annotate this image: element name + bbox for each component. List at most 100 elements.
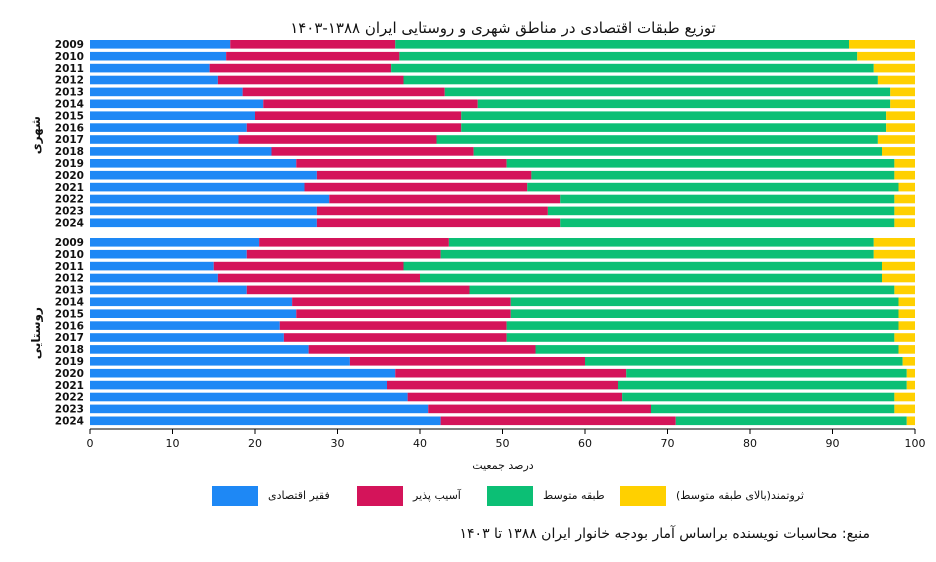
legend-label-middle: طبقه متوسط — [543, 489, 605, 502]
bar-segment — [238, 135, 437, 144]
legend-swatch-poor — [212, 486, 258, 506]
bar-segment — [90, 321, 280, 330]
y-tick-label: 2023 — [55, 404, 84, 416]
bar-segment — [90, 99, 264, 109]
bar-segment — [296, 159, 507, 168]
bar-segment — [622, 392, 895, 402]
bar-segment — [90, 404, 429, 414]
bar-segment — [308, 345, 536, 354]
legend-swatch-rich — [620, 486, 666, 506]
bar-segment — [90, 273, 218, 283]
y-tick-label: 2011 — [55, 261, 84, 273]
bar-segment — [279, 321, 507, 330]
bar-segment — [675, 416, 907, 426]
bar-segment — [886, 123, 915, 132]
bar-segment — [894, 194, 915, 204]
y-tick-label: 2013 — [55, 285, 84, 297]
group-label: روستایی — [29, 307, 44, 359]
bar-segment — [651, 404, 895, 414]
bar-segment — [882, 147, 915, 156]
group-labels: شهری روستایی — [29, 116, 44, 359]
bar-segment — [90, 309, 297, 318]
bar-segment — [90, 40, 231, 49]
bar-segment — [217, 273, 420, 283]
x-tick-label: 30 — [331, 437, 345, 450]
bar-segment — [873, 238, 915, 247]
bar-segment — [894, 392, 915, 402]
bar-segment — [90, 194, 330, 204]
bar-segment — [90, 333, 284, 342]
stacked-bar-chart: توزیع طبقات اقتصادی در مناطق شهری و روست… — [29, 19, 926, 472]
y-tick-label: 2016 — [55, 122, 84, 134]
bar-segment — [395, 40, 849, 49]
bar-segment — [90, 170, 317, 180]
bar-segment — [877, 75, 915, 85]
y-tick-label: 2018 — [55, 146, 84, 158]
y-tick-label: 2012 — [55, 75, 84, 87]
legend-swatch-vulnerable — [357, 486, 403, 506]
bar-segment — [527, 182, 899, 192]
bar-segment — [90, 218, 317, 228]
bar-segment — [890, 99, 915, 109]
source-note: منبع: محاسبات نویسنده براساس آمار بودجه … — [459, 526, 870, 542]
bar-segment — [90, 392, 408, 402]
bar-segment — [259, 238, 449, 247]
bar-segment — [316, 170, 532, 180]
y-tick-label: 2010 — [55, 51, 84, 63]
bar-segment — [90, 75, 218, 85]
legend-label-rich: ثروتمند(بالای طبقه متوسط) — [676, 489, 804, 502]
bars-layer — [90, 40, 915, 426]
x-tick-label: 20 — [248, 437, 262, 450]
legend-label-poor: فقیر اقتصادی — [268, 489, 330, 502]
bar-segment — [585, 357, 903, 366]
bar-segment — [316, 218, 561, 228]
bar-segment — [898, 182, 915, 192]
bar-segment — [391, 63, 874, 73]
bar-segment — [387, 380, 618, 390]
bar-segment — [618, 380, 907, 390]
bar-segment — [230, 40, 396, 49]
y-tick-label: 2011 — [55, 63, 84, 75]
y-tick-label: 2015 — [55, 110, 84, 122]
bar-segment — [461, 111, 887, 120]
bar-segment — [873, 63, 915, 73]
y-tick-label: 2017 — [55, 134, 84, 146]
bar-segment — [90, 416, 441, 426]
bar-segment — [90, 249, 247, 259]
bar-segment — [213, 261, 404, 271]
y-tick-label: 2022 — [55, 194, 84, 206]
bar-segment — [292, 297, 511, 307]
y-tick-label: 2024 — [55, 416, 84, 428]
x-tick-label: 10 — [166, 437, 180, 450]
bar-segment — [506, 159, 895, 168]
bar-segment — [882, 261, 915, 271]
bar-segment — [560, 218, 895, 228]
y-tick-label: 2018 — [55, 344, 84, 356]
bar-segment — [90, 111, 255, 120]
bar-segment — [506, 321, 899, 330]
y-tick-label: 2021 — [55, 380, 84, 392]
bar-segment — [90, 368, 396, 378]
bar-segment — [316, 206, 548, 216]
bar-segment — [444, 87, 891, 97]
bar-segment — [886, 111, 915, 120]
bar-segment — [626, 368, 907, 378]
bar-segment — [906, 368, 915, 378]
bar-segment — [349, 357, 585, 366]
bar-segment — [403, 261, 882, 271]
bar-segment — [90, 147, 272, 156]
bar-segment — [403, 75, 878, 85]
bar-segment — [898, 297, 915, 307]
y-tick-label: 2012 — [55, 273, 84, 285]
group-label: شهری — [29, 116, 43, 154]
bar-segment — [90, 135, 239, 144]
y-tick-label: 2024 — [55, 218, 84, 230]
bar-segment — [547, 206, 895, 216]
bar-segment — [226, 51, 400, 61]
x-tick-label: 80 — [743, 437, 757, 450]
bar-segment — [877, 135, 915, 144]
bar-segment — [304, 182, 528, 192]
bar-segment — [857, 51, 915, 61]
bar-segment — [90, 123, 247, 132]
bar-segment — [898, 345, 915, 354]
